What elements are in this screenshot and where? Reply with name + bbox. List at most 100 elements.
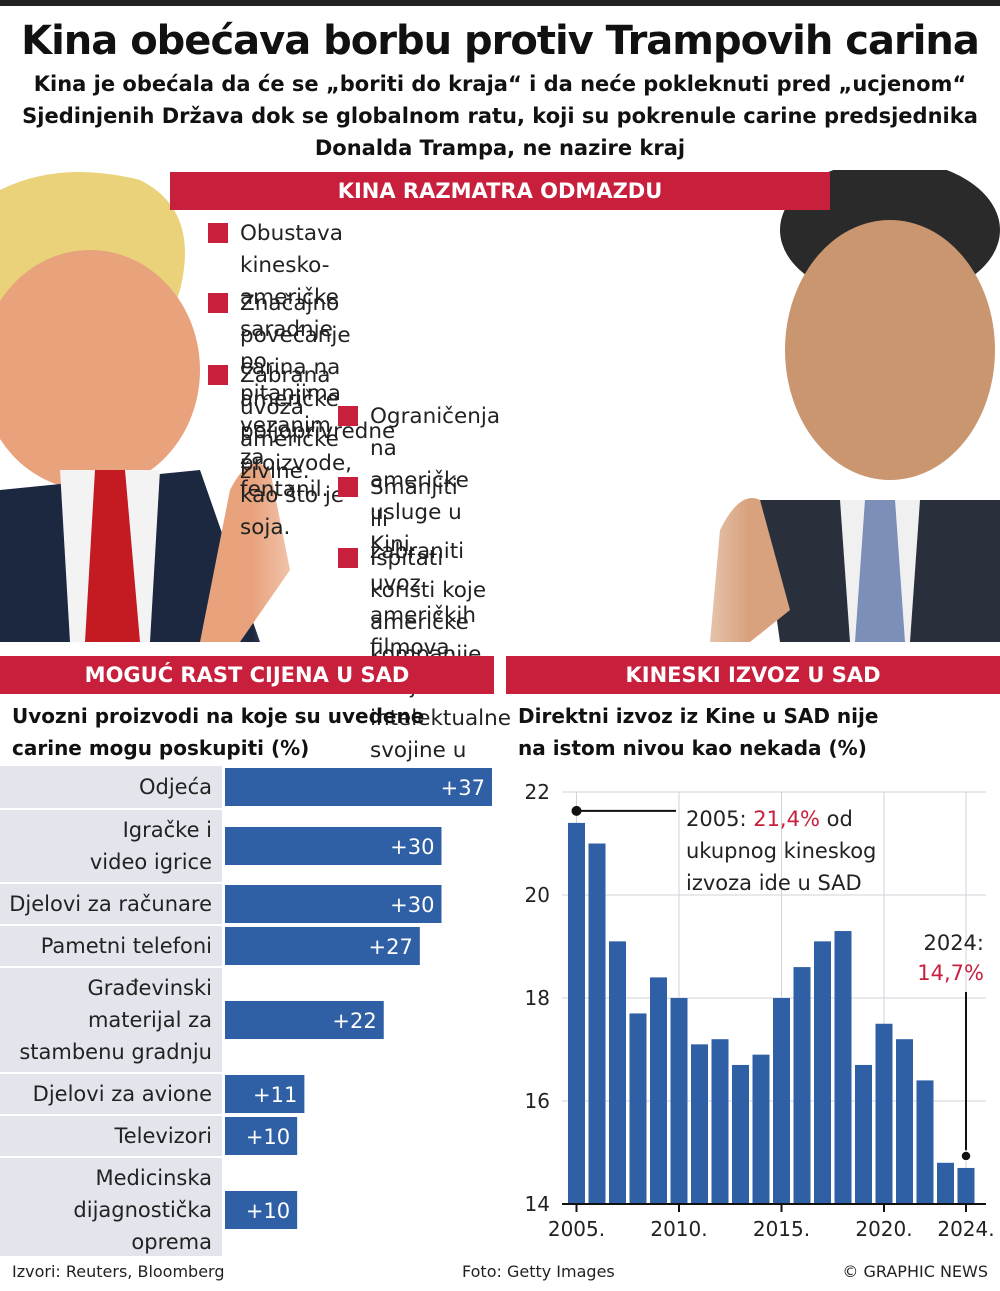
list-item-text: Ograničenja na [370, 404, 501, 461]
bar [793, 967, 811, 1204]
bullet-square-icon [338, 477, 358, 497]
bullet-square-icon [338, 548, 358, 568]
category-label: video igrice [90, 850, 212, 874]
price-bar-chart: Odjeća +37 Igračke i video igrice +30 Djelovi… [0, 766, 492, 1256]
bar [711, 1039, 729, 1204]
x-tick-label: 2015. [753, 1217, 810, 1241]
category-label: stambenu gradnju [19, 1040, 212, 1064]
bar-value-label: +11 [253, 1083, 297, 1107]
bar [225, 1075, 305, 1113]
category-label: Odjeća [139, 775, 212, 799]
row-label-background [0, 1158, 222, 1256]
bar [225, 885, 442, 923]
y-tick-label: 22 [525, 780, 550, 804]
subtitle-line: carine mogu poskupiti (%) [12, 736, 310, 760]
x-tick-label: 2005. [548, 1217, 605, 1241]
bar [855, 1064, 872, 1204]
list-item-text: američkih filmova. [370, 603, 477, 660]
category-label: Pametni telefoni [41, 934, 212, 958]
x-tick-label: 2010. [650, 1217, 707, 1241]
annotation-dot [571, 805, 582, 816]
bar [896, 1039, 913, 1204]
bar [225, 1001, 384, 1039]
row-label-background [0, 926, 222, 966]
bar [609, 941, 626, 1204]
list-item-text: Značajno povećanje carina na američke [240, 291, 351, 412]
annotation-2005: 2005: 21,4% od [686, 807, 853, 831]
subtitle-line: Direktni izvoz iz Kine u SAD nije [518, 704, 879, 728]
annotation-dot [960, 1150, 972, 1162]
bar-value-label: +10 [246, 1125, 290, 1149]
category-label: oprema [131, 1230, 212, 1254]
list-item: Značajno povećanje carina na američke pol… [208, 288, 395, 544]
category-label: Djelovi za avione [33, 1082, 212, 1106]
row-label-background [0, 810, 222, 882]
annotation-2005-text: ukupnog kineskog [686, 839, 876, 863]
bar [752, 1054, 770, 1204]
subtitle-line: Sjedinjenih Država dok se globalnom ratu… [22, 104, 978, 128]
bar [225, 1191, 298, 1229]
list-item: Ograničenja na američke usluge u Kini. [338, 401, 500, 561]
export-panel-heading: KINESKI IZVOZ U SAD [506, 656, 1000, 694]
bar [773, 998, 790, 1204]
x-tick-label: 2024. [937, 1217, 994, 1241]
annotation-2024-label: 2024: [923, 931, 984, 955]
list-item: Smanjiti ili zabraniti uvoz američkih fil… [338, 472, 476, 664]
list-item: Obustava kinesko-američke saradnje po pit… [208, 218, 343, 506]
page-subtitle: Kina je obećala da će se „boriti do kraj… [20, 68, 980, 164]
y-tick-label: 20 [525, 883, 550, 907]
annotation-2024-value: 14,7% [917, 961, 984, 985]
bar-value-label: +10 [246, 1199, 290, 1223]
export-bar-chart: 14 16 18 20 22 2005. 2010. 2015. 2020. 2024. 2005… [525, 780, 995, 1241]
category-label: Djelovi za računare [9, 892, 212, 916]
bar [875, 1023, 893, 1204]
top-rule [0, 0, 1000, 6]
price-panel-heading: MOGUĆ RAST CIJENA U SAD [0, 656, 494, 694]
bar [588, 843, 606, 1204]
bar-value-label: +30 [390, 835, 434, 859]
row-label-background [0, 1116, 222, 1156]
category-label: materijal za [88, 1008, 212, 1032]
category-label: Televizori [113, 1124, 212, 1148]
list-item-text: poljoprivredne proizvode, kao što je soj… [240, 419, 396, 540]
bar-value-label: +30 [390, 893, 434, 917]
subtitle-line: Kina je obećala da će se „boriti do kraj… [33, 72, 967, 96]
price-chart-subtitle: Uvozni proizvodi na koje su uvedene cari… [12, 700, 424, 764]
row-label-background [0, 884, 222, 924]
bullet-square-icon [208, 365, 228, 385]
bullet-square-icon [208, 293, 228, 313]
bar [937, 1162, 954, 1204]
y-tick-label: 14 [525, 1192, 550, 1216]
category-label: Građevinski [87, 976, 212, 1000]
row-label-background [0, 968, 222, 1072]
subtitle-line: Uvozni proizvodi na koje su uvedene [12, 704, 425, 728]
bar [916, 1080, 934, 1204]
copyright: © GRAPHIC NEWS [842, 1262, 988, 1281]
bullet-square-icon [208, 223, 228, 243]
subtitle-line: na istom nivou kao nekada (%) [518, 736, 867, 760]
bar [225, 768, 492, 806]
list-item-text: Smanjiti ili zabraniti uvoz [370, 475, 465, 596]
y-tick-label: 18 [525, 986, 550, 1010]
subtitle-line: Donalda Trampa, ne nazire kraj [314, 136, 686, 160]
category-label: dijagnostička [73, 1198, 212, 1222]
list-item-text: Ispitati koristi koje američke [370, 546, 487, 635]
sources-note: Izvori: Reuters, Bloomberg [12, 1262, 225, 1281]
trump-photo [0, 170, 360, 642]
annotation-2005-text: izvoza ide u SAD [686, 871, 862, 895]
bar [650, 977, 667, 1204]
bar [834, 931, 852, 1204]
bar [225, 1117, 298, 1155]
list-item-text: američke usluge u Kini. [370, 468, 469, 557]
export-chart-subtitle: Direktni izvoz iz Kine u SAD nije na ist… [518, 700, 878, 764]
bar [629, 1013, 647, 1204]
list-item: Zabrana uvoza američke živine. [208, 360, 339, 488]
y-tick-label: 16 [525, 1089, 550, 1113]
bar [225, 927, 420, 965]
bar-value-label: +37 [441, 776, 485, 800]
list-item-text: Zabrana uvoza američke živine. [240, 363, 339, 484]
bar [957, 1167, 975, 1204]
bar [225, 827, 442, 865]
xi-photo [640, 170, 1000, 642]
retaliation-heading: KINA RAZMATRA ODMAZDU [170, 172, 830, 210]
